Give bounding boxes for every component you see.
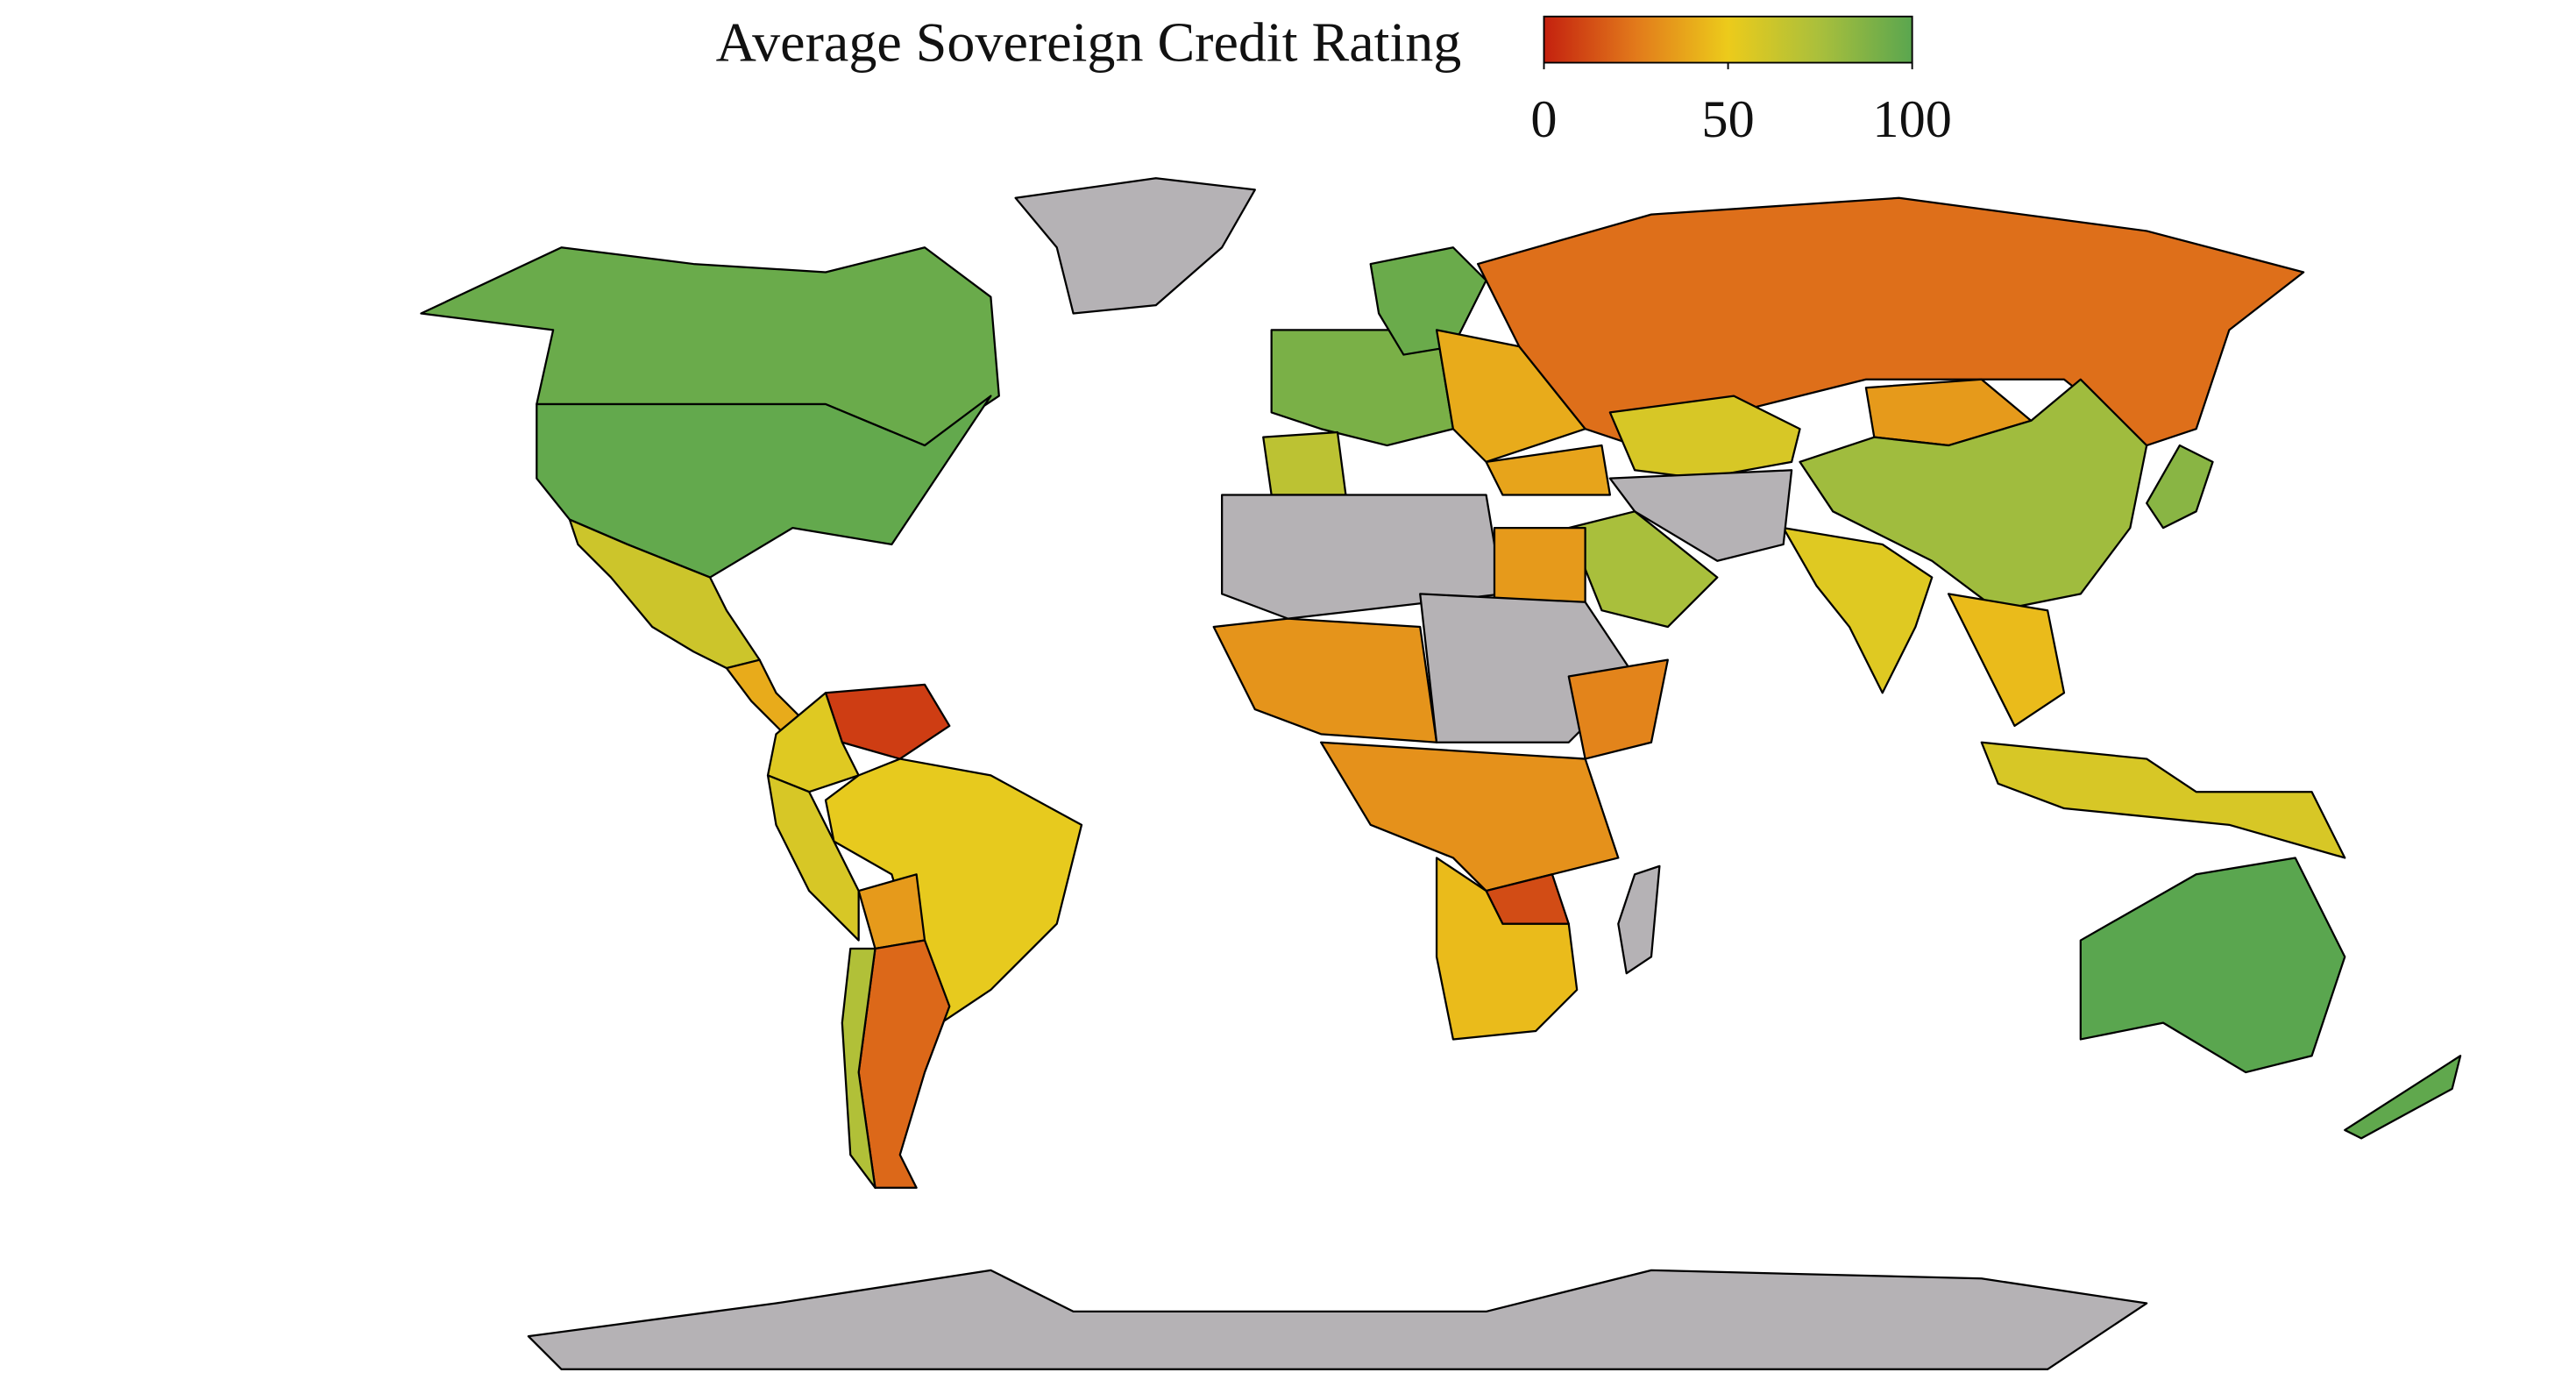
region <box>1212 617 1438 743</box>
region-no-data <box>1617 864 1661 975</box>
colorbar: 0 50 100 <box>1530 15 1952 149</box>
region <box>1799 378 2148 612</box>
region <box>2344 1055 2462 1140</box>
region <box>420 246 1000 447</box>
region <box>536 395 992 579</box>
region <box>841 947 876 1189</box>
region <box>1567 658 1669 760</box>
region <box>1947 593 2066 728</box>
region <box>1608 395 1801 480</box>
region-no-data <box>527 1269 2148 1370</box>
region <box>1435 329 1586 463</box>
region <box>1262 430 1347 496</box>
region <box>1980 741 2346 859</box>
region <box>1567 510 1719 629</box>
colorbar-tick-label: 0 <box>1530 90 1557 149</box>
region <box>2146 444 2214 530</box>
region <box>1485 444 1612 496</box>
region <box>1782 527 1934 694</box>
region-no-data <box>1608 469 1793 562</box>
colorbar-tick-label: 100 <box>1872 90 1951 149</box>
region <box>2079 857 2346 1074</box>
region <box>1320 741 1620 893</box>
chart-title: Average Sovereign Credit Rating <box>716 11 1462 74</box>
region <box>1493 527 1586 603</box>
colorbar-bar <box>1543 15 1913 64</box>
region <box>766 774 860 942</box>
colorbar-tick-label: 50 <box>1701 90 1754 149</box>
region <box>824 757 1083 1024</box>
regions <box>420 177 2462 1370</box>
region <box>857 873 926 950</box>
region <box>1435 857 1579 1041</box>
region-no-data <box>1014 177 1256 315</box>
